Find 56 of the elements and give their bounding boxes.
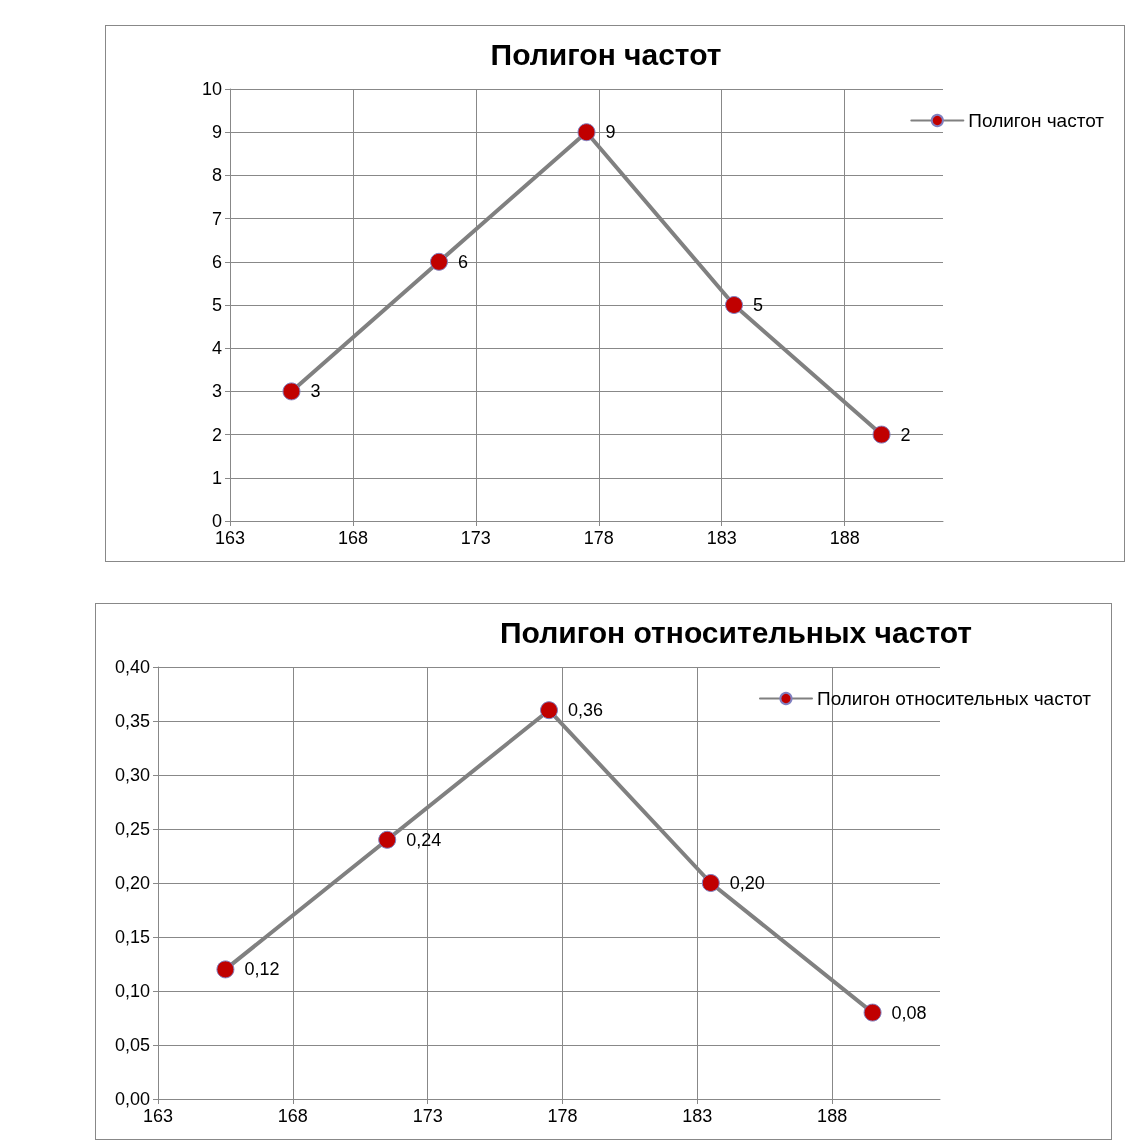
point <box>577 123 596 142</box>
data-label: 0,36 <box>568 700 604 721</box>
data-label: 0,08 <box>891 1002 927 1023</box>
y-tick-label: 5 <box>211 295 222 315</box>
y-tick-label: 0,15 <box>114 927 150 947</box>
chart-title: Полигон относительных частот <box>500 615 972 649</box>
y-tick-label: 0,25 <box>114 819 150 839</box>
y-tick-label: 0,20 <box>114 873 150 893</box>
y-tick-label: 9 <box>211 122 222 143</box>
legend-label: Полигон относительных частот <box>816 688 1092 709</box>
point <box>378 830 397 849</box>
y-tick-label: 0,30 <box>114 765 150 785</box>
point <box>282 382 301 401</box>
y-tick-label: 6 <box>211 251 222 272</box>
y-tick-label: 1 <box>211 467 222 488</box>
x-tick-label: 183 <box>682 1106 713 1126</box>
data-label: 2 <box>900 424 911 445</box>
x-tick-label: 178 <box>547 1106 578 1126</box>
chart-title: Полигон частот <box>490 37 722 71</box>
point <box>701 874 720 892</box>
y-tick-label: 10 <box>201 79 222 99</box>
y-tick-label: 0,00 <box>114 1089 150 1109</box>
y-tick-label: 4 <box>211 338 222 359</box>
point <box>725 296 744 314</box>
x-tick-label: 188 <box>817 1106 848 1126</box>
data-label: 5 <box>753 295 764 315</box>
x-tick-label: 163 <box>142 1106 174 1126</box>
legend-label: Полигон частот <box>968 110 1105 131</box>
point <box>863 1003 882 1022</box>
y-tick-label: 8 <box>211 165 222 186</box>
point <box>540 701 558 720</box>
x-tick-label: 178 <box>583 528 614 548</box>
y-tick-label: 2 <box>211 424 222 445</box>
x-tick-label: 168 <box>277 1106 308 1126</box>
data-label: 0,20 <box>729 873 765 893</box>
y-tick-label: 0,10 <box>114 981 150 1001</box>
point <box>430 252 448 271</box>
y-tick-label: 7 <box>211 208 222 229</box>
y-tick-label: 0,05 <box>114 1035 150 1055</box>
data-label: 3 <box>310 381 321 402</box>
data-label: 0,24 <box>406 829 442 850</box>
data-label: 0,12 <box>244 959 280 980</box>
y-tick-label: 3 <box>211 381 222 402</box>
point <box>872 425 891 444</box>
data-label: 9 <box>605 122 616 143</box>
x-tick-label: 168 <box>337 528 368 548</box>
y-tick-label: 0 <box>211 511 222 531</box>
x-tick-label: 173 <box>412 1106 443 1126</box>
x-tick-label: 173 <box>460 528 491 548</box>
data-label: 6 <box>457 251 468 272</box>
y-tick-label: 0,40 <box>114 657 150 677</box>
x-tick-label: 183 <box>706 528 737 548</box>
x-tick-label: 163 <box>214 528 246 548</box>
point <box>216 960 235 979</box>
x-tick-label: 188 <box>829 528 860 548</box>
y-tick-label: 0,35 <box>114 711 150 731</box>
